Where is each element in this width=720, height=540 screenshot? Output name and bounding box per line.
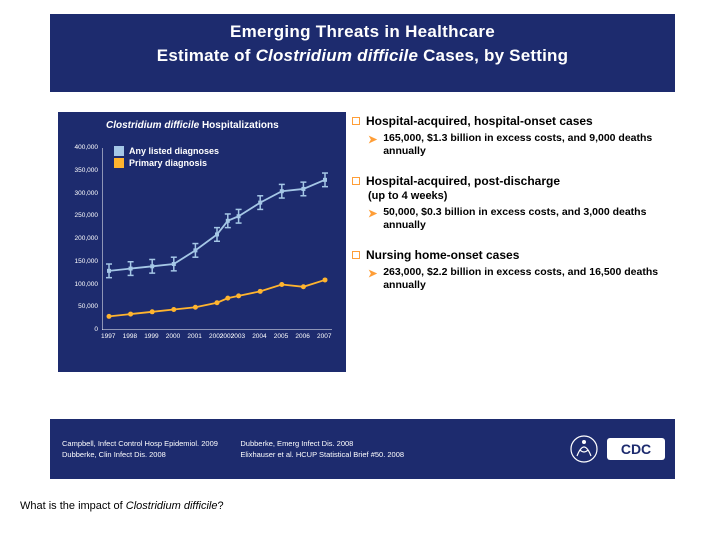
title-pre: Estimate of bbox=[157, 46, 256, 65]
chart: Clostridium difficile Hospitalizations A… bbox=[58, 112, 346, 372]
ref: Dubberke, Clin Infect Dis. 2008 bbox=[62, 449, 218, 460]
bullet-detail: 263,000, $2.2 billion in excess costs, a… bbox=[383, 266, 667, 292]
y-tick-label: 250,000 bbox=[58, 212, 98, 219]
y-tick-label: 100,000 bbox=[58, 281, 98, 288]
title-post: Cases, by Setting bbox=[418, 46, 568, 65]
bullet-detail: 165,000, $1.3 billion in excess costs, a… bbox=[383, 132, 667, 158]
content-area: Clostridium difficile Hospitalizations A… bbox=[50, 92, 675, 419]
y-tick-label: 300,000 bbox=[58, 190, 98, 197]
x-tick-label: 2006 bbox=[295, 333, 309, 340]
caption-post: ? bbox=[217, 500, 223, 512]
chart-title: Clostridium difficile Hospitalizations bbox=[106, 120, 279, 131]
bullet-head: Hospital-acquired, hospital-onset cases bbox=[366, 114, 593, 129]
y-tick-label: 200,000 bbox=[58, 235, 98, 242]
y-tick-label: 0 bbox=[58, 326, 98, 333]
x-tick-label: 2004 bbox=[252, 333, 266, 340]
x-tick-label: 2003 bbox=[231, 333, 245, 340]
bullet-item: Hospital-acquired, hospital-onset cases … bbox=[350, 114, 667, 158]
x-tick-label: 2000 bbox=[166, 333, 180, 340]
x-tick-label: 2005 bbox=[274, 333, 288, 340]
bullet-sub: (up to 4 weeks) bbox=[368, 189, 667, 203]
y-tick-label: 400,000 bbox=[58, 144, 98, 151]
chevron-icon: ➤ bbox=[368, 267, 377, 280]
slide: Emerging Threats in Healthcare Estimate … bbox=[50, 14, 675, 479]
x-tick-label: 1999 bbox=[144, 333, 158, 340]
y-tick-label: 350,000 bbox=[58, 167, 98, 174]
bullet-detail: 50,000, $0.3 billion in excess costs, an… bbox=[383, 206, 667, 232]
square-bullet-icon bbox=[352, 251, 360, 259]
x-tick-label: 1997 bbox=[101, 333, 115, 340]
bullet-item: Nursing home-onset cases ➤ 263,000, $2.2… bbox=[350, 248, 667, 292]
ref: Elixhauser et al. HCUP Statistical Brief… bbox=[240, 449, 404, 460]
square-bullet-icon bbox=[352, 117, 360, 125]
chart-pane: Clostridium difficile Hospitalizations A… bbox=[50, 92, 350, 419]
svg-text:CDC: CDC bbox=[621, 441, 651, 457]
plot-area bbox=[102, 148, 332, 330]
bullets: Hospital-acquired, hospital-onset cases … bbox=[350, 92, 675, 419]
references: Campbell, Infect Control Hosp Epidemiol.… bbox=[50, 438, 567, 460]
bullet-item: Hospital-acquired, post-discharge (up to… bbox=[350, 174, 667, 232]
hhs-logo-icon bbox=[567, 432, 601, 466]
title-em: Clostridium difficile bbox=[256, 46, 419, 65]
x-tick-label: 1998 bbox=[123, 333, 137, 340]
footer-bar: Campbell, Infect Control Hosp Epidemiol.… bbox=[50, 419, 675, 479]
y-tick-label: 50,000 bbox=[58, 303, 98, 310]
chart-title-post: Hospitalizations bbox=[199, 120, 278, 131]
bullet-head: Hospital-acquired, post-discharge bbox=[366, 174, 560, 189]
square-bullet-icon bbox=[352, 177, 360, 185]
chevron-icon: ➤ bbox=[368, 207, 377, 220]
title-line-1: Emerging Threats in Healthcare bbox=[60, 22, 665, 42]
ref: Dubberke, Emerg Infect Dis. 2008 bbox=[240, 438, 404, 449]
chevron-icon: ➤ bbox=[368, 133, 377, 146]
caption: What is the impact of Clostridium diffic… bbox=[20, 500, 224, 512]
title-line-2: Estimate of Clostridium difficile Cases,… bbox=[60, 46, 665, 66]
x-tick-label: 2001 bbox=[187, 333, 201, 340]
bullet-head: Nursing home-onset cases bbox=[366, 248, 519, 263]
ref: Campbell, Infect Control Hosp Epidemiol.… bbox=[62, 438, 218, 449]
chart-title-em: Clostridium difficile bbox=[106, 120, 199, 131]
caption-pre: What is the impact of bbox=[20, 500, 126, 512]
x-tick-label: 2007 bbox=[317, 333, 331, 340]
title-bar: Emerging Threats in Healthcare Estimate … bbox=[50, 14, 675, 92]
cdc-logo-icon: CDC bbox=[607, 434, 665, 464]
y-tick-label: 150,000 bbox=[58, 258, 98, 265]
caption-em: Clostridium difficile bbox=[126, 500, 218, 512]
